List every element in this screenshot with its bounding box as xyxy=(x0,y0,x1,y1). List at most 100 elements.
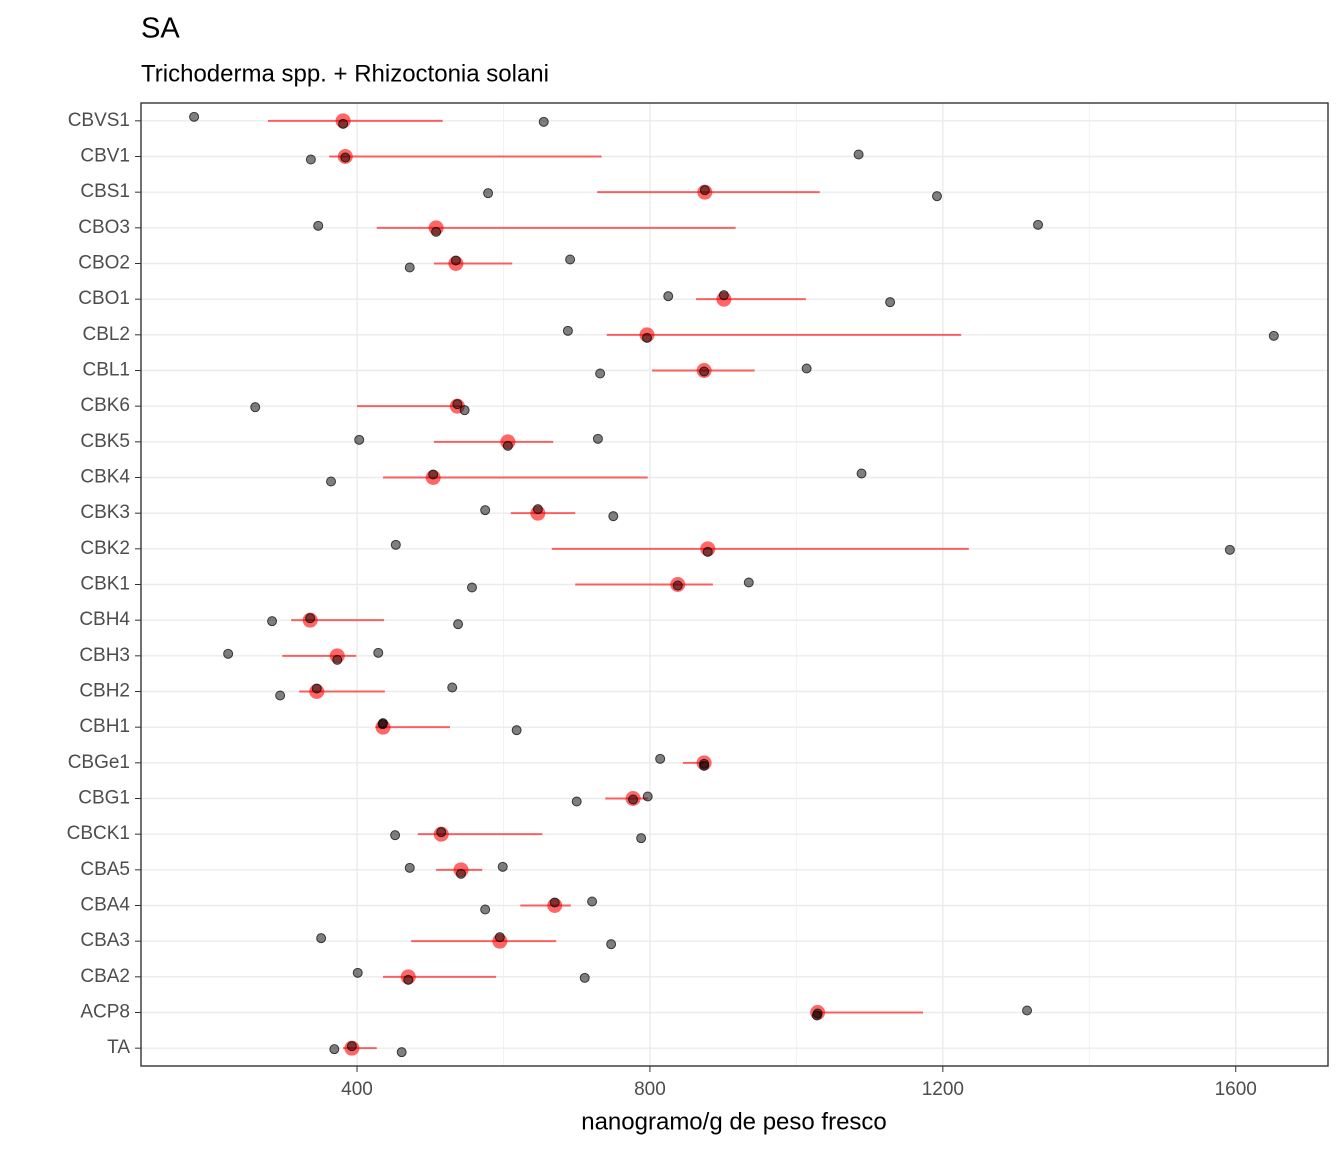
observation-point xyxy=(672,580,683,591)
y-tick-label: CBO1 xyxy=(78,288,130,309)
chart-title: SA xyxy=(141,13,180,45)
observation-point xyxy=(447,682,458,693)
observation-point xyxy=(404,262,415,273)
observation-point xyxy=(305,154,316,165)
y-tick-label: CBA5 xyxy=(80,859,130,880)
observation-point xyxy=(641,332,652,343)
observation-point xyxy=(332,654,343,665)
y-tick-label: CBH2 xyxy=(79,681,130,702)
observation-point xyxy=(223,648,234,659)
observation-point xyxy=(931,191,942,202)
observation-point xyxy=(378,718,389,729)
x-tick-label: 400 xyxy=(341,1079,373,1100)
y-tick-label: CBVS1 xyxy=(68,110,130,131)
observation-point xyxy=(403,974,414,985)
observation-point xyxy=(718,290,729,301)
observation-point xyxy=(373,647,384,658)
y-tick-label: CBK2 xyxy=(80,538,130,559)
observation-point xyxy=(466,582,477,593)
observation-point xyxy=(275,690,286,701)
observation-point xyxy=(636,833,647,844)
observation-point xyxy=(502,440,513,451)
y-tick-label: CBA2 xyxy=(80,966,130,987)
observation-point xyxy=(587,896,598,907)
observation-point xyxy=(354,434,365,445)
observation-point xyxy=(549,897,560,908)
observation-point xyxy=(702,546,713,557)
y-tick-label: CBS1 xyxy=(80,181,130,202)
y-tick-label: TA xyxy=(107,1037,130,1058)
observation-point xyxy=(459,405,470,416)
observation-point xyxy=(511,725,522,736)
observation-point xyxy=(352,967,363,978)
observation-point xyxy=(483,188,494,199)
observation-point xyxy=(305,613,316,624)
y-tick-label: CBH1 xyxy=(79,716,130,737)
observation-point xyxy=(812,1008,823,1019)
observation-point xyxy=(338,118,349,129)
observation-point xyxy=(494,932,505,943)
observation-point xyxy=(592,433,603,444)
observation-point xyxy=(562,325,573,336)
observation-point xyxy=(538,116,549,127)
observation-point xyxy=(699,758,710,769)
y-tick-label: CBL2 xyxy=(82,324,130,345)
y-tick-label: CBH4 xyxy=(79,609,130,630)
observation-point xyxy=(313,220,324,231)
y-tick-label: CBK4 xyxy=(80,467,130,488)
observation-point xyxy=(608,511,619,522)
observation-point xyxy=(699,185,710,196)
plot-border xyxy=(140,102,1329,1067)
y-tick-label: CBA4 xyxy=(80,895,130,916)
observation-point xyxy=(1033,219,1044,230)
observation-point xyxy=(189,111,200,122)
observation-point xyxy=(571,796,582,807)
chart-subtitle: Trichoderma spp. + Rhizoctonia solani xyxy=(141,60,549,87)
observation-point xyxy=(595,368,606,379)
observation-point xyxy=(340,152,351,163)
observation-point xyxy=(453,619,464,630)
y-tick-label: CBA3 xyxy=(80,930,130,951)
x-axis-label: nanogramo/g de peso fresco xyxy=(581,1108,887,1135)
observation-point xyxy=(431,226,442,237)
observation-point xyxy=(532,504,543,515)
observation-point xyxy=(1268,330,1279,341)
observation-point xyxy=(428,469,439,480)
observation-point xyxy=(480,904,491,915)
y-tick-label: CBO3 xyxy=(78,217,130,238)
observation-point xyxy=(436,827,447,838)
observation-point xyxy=(480,505,491,516)
y-tick-label: CBCK1 xyxy=(67,823,130,844)
observation-point xyxy=(663,291,674,302)
observation-point xyxy=(801,363,812,374)
observation-point xyxy=(1022,1005,1033,1016)
observation-point xyxy=(455,868,466,879)
observation-point xyxy=(885,297,896,308)
observation-point xyxy=(452,399,463,410)
observation-point xyxy=(497,861,508,872)
observation-point xyxy=(316,933,327,944)
observation-point xyxy=(642,791,653,802)
observation-point xyxy=(450,255,461,266)
observation-point xyxy=(250,402,261,413)
y-tick-label: CBH3 xyxy=(79,645,130,666)
y-tick-label: CBK1 xyxy=(80,574,130,595)
y-tick-label: CBG1 xyxy=(78,788,130,809)
observation-point xyxy=(329,1044,340,1055)
y-tick-label: CBL1 xyxy=(82,360,130,381)
observation-point xyxy=(853,149,864,160)
y-tick-label: ACP8 xyxy=(80,1002,130,1023)
observation-point xyxy=(579,972,590,983)
y-tick-label: CBK3 xyxy=(80,502,130,523)
observation-point xyxy=(267,616,278,627)
observation-point xyxy=(655,753,666,764)
observation-point xyxy=(606,939,617,950)
observation-point xyxy=(856,468,867,479)
observation-point xyxy=(390,539,401,550)
observation-point xyxy=(565,254,576,265)
observation-point xyxy=(743,577,754,588)
y-tick-label: CBK5 xyxy=(80,431,130,452)
observation-point xyxy=(628,794,639,805)
observation-point xyxy=(1224,544,1235,555)
